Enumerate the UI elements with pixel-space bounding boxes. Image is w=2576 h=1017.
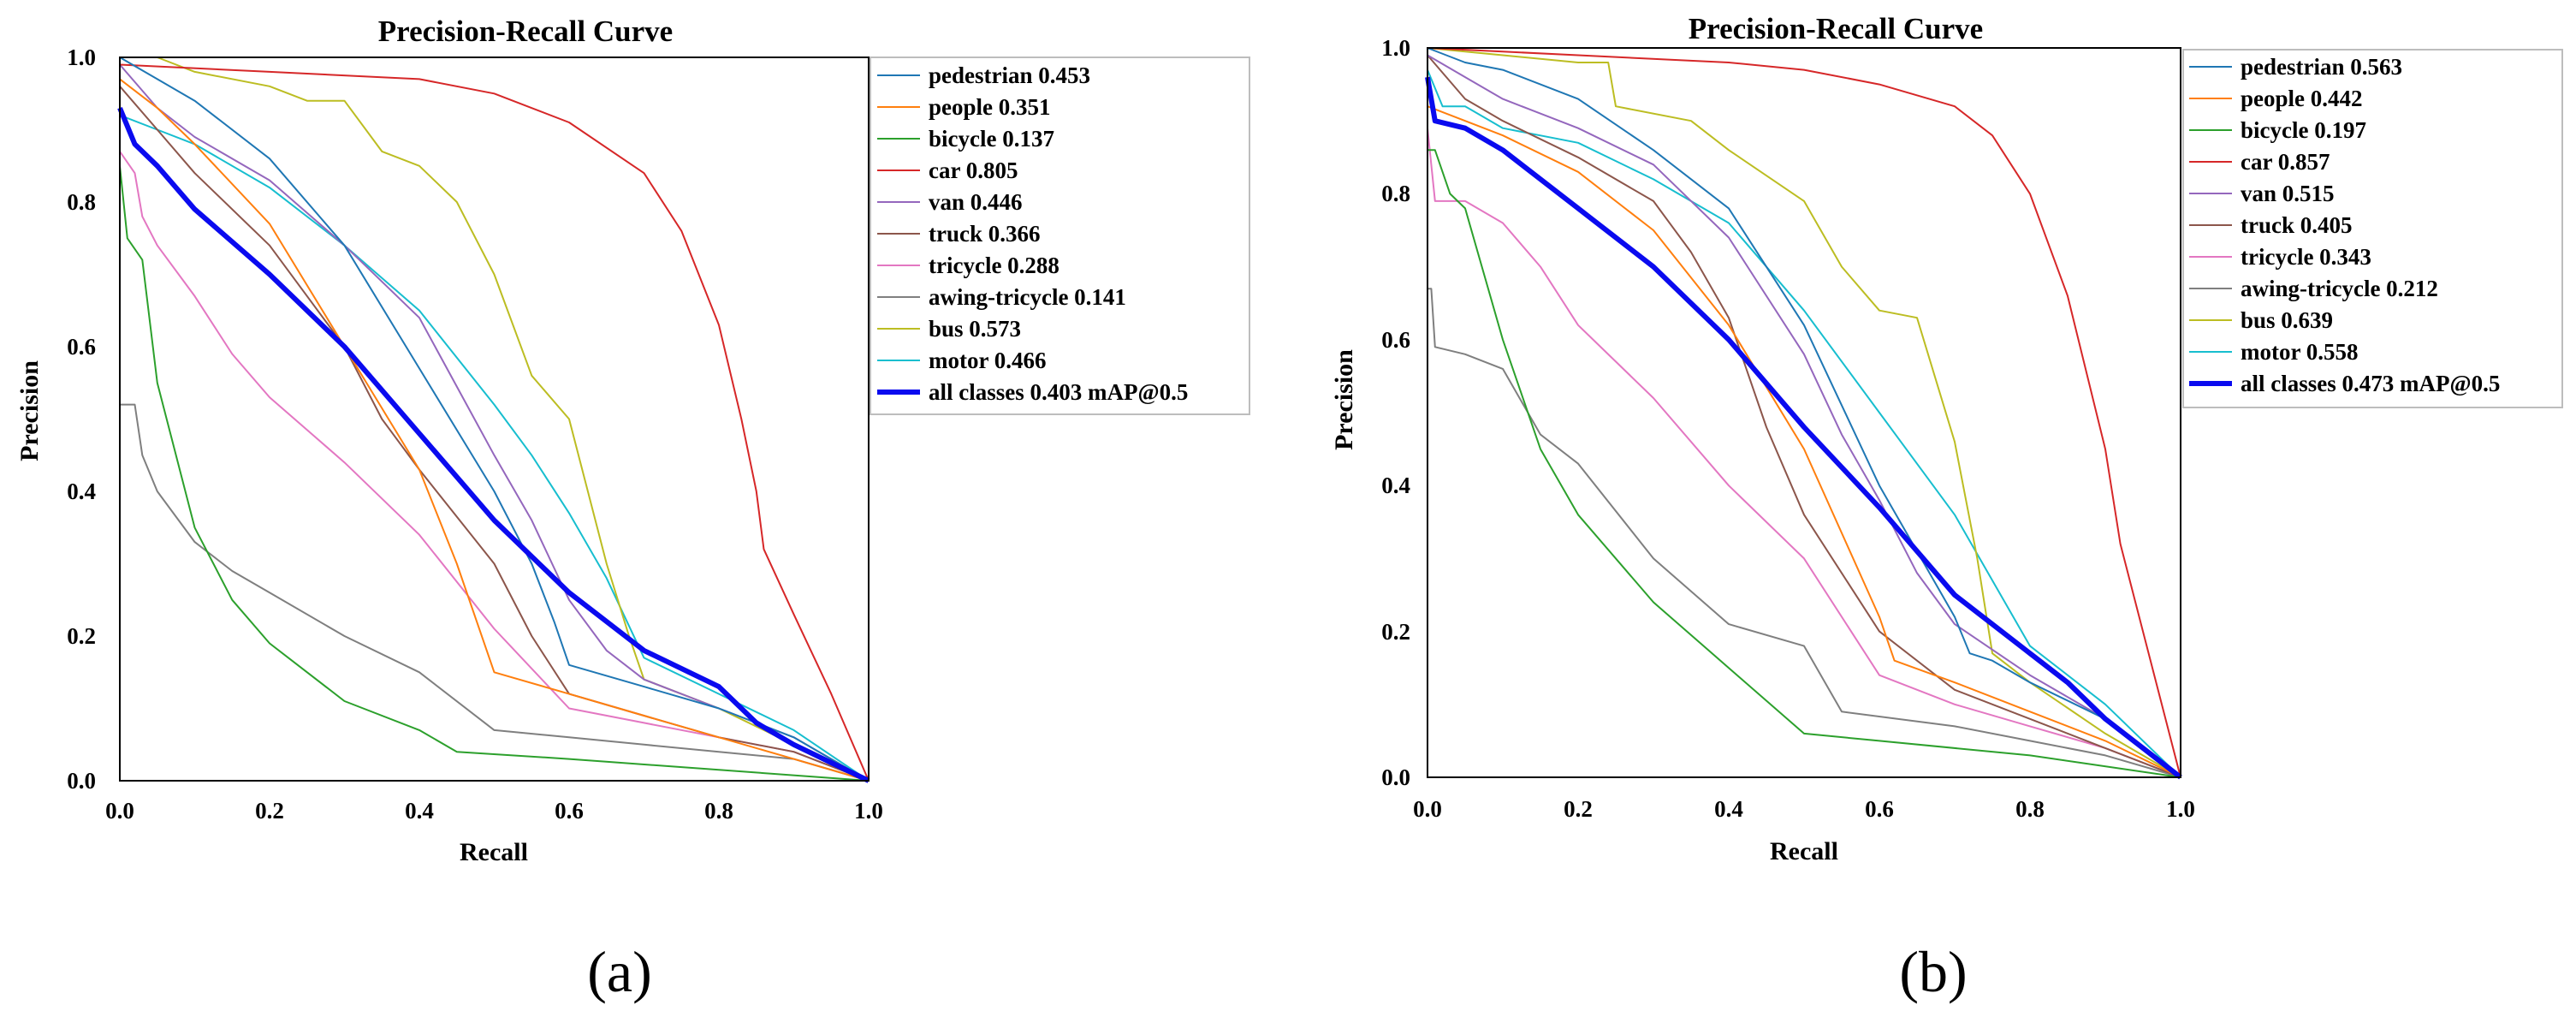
legend-label: tricycle 0.288	[929, 253, 1059, 278]
legend-label: bicycle 0.137	[929, 126, 1054, 152]
series-line-awing-tricycle	[1427, 288, 2181, 778]
x-tick-label: 0.6	[1865, 796, 1894, 822]
y-tick-label: 0.8	[1381, 181, 1410, 206]
legend-label: truck 0.366	[929, 221, 1041, 247]
y-tick-label: 1.0	[67, 45, 96, 70]
y-tick-label: 0.2	[67, 623, 96, 649]
series-line-bus	[1427, 47, 2181, 778]
y-tick-label: 0.6	[1381, 327, 1410, 353]
x-tick-label: 0.4	[405, 798, 434, 824]
series-line-people	[119, 78, 870, 782]
series-line-truck	[1427, 54, 2181, 778]
panel-b: Precision-Recall Curve 0.0 0.2 0.4 0.6 0…	[1330, 12, 2563, 1004]
x-axis-label: Recall	[1770, 837, 1838, 865]
x-tick-label: 0.6	[555, 798, 584, 824]
series-line-tricycle	[119, 151, 870, 782]
legend-label: motor 0.466	[929, 348, 1046, 373]
series-line-bicycle	[1427, 149, 2181, 778]
series-line-motor	[119, 114, 870, 782]
series-line-pedestrian	[119, 56, 870, 782]
x-tick-label: 1.0	[2166, 796, 2195, 822]
y-tick-label: 0.4	[1381, 473, 1410, 498]
legend-label: van 0.446	[929, 189, 1023, 215]
x-tick-label: 0.0	[1413, 796, 1442, 822]
legend-label: bicycle 0.197	[2241, 117, 2366, 143]
y-tick-label: 1.0	[1381, 35, 1410, 61]
y-axis-ticks: 0.0 0.2 0.4 0.6 0.8 1.0	[67, 45, 96, 794]
x-axis-label: Recall	[460, 838, 528, 866]
plot-frame	[119, 56, 870, 782]
legend-label: all classes 0.473 mAP@0.5	[2241, 371, 2500, 396]
panel-caption: (a)	[587, 939, 651, 1004]
panel-a: Precision-Recall Curve 0.0 0.2 0.4 0.6 0…	[15, 15, 1250, 1004]
x-tick-label: 0.8	[2015, 796, 2045, 822]
x-axis-ticks: 0.0 0.2 0.4 0.6 0.8 1.0	[1413, 796, 2195, 822]
y-axis-ticks: 0.0 0.2 0.4 0.6 0.8 1.0	[1381, 35, 1410, 790]
plot-area	[117, 56, 870, 783]
x-tick-label: 0.0	[105, 798, 134, 824]
series-line-tricycle	[1427, 128, 2181, 778]
legend-label: van 0.515	[2241, 181, 2335, 206]
series-line-car	[119, 63, 870, 782]
chart-title: Precision-Recall Curve	[378, 15, 673, 48]
series-line-all-classes	[1425, 76, 2182, 780]
series-line-car	[1427, 47, 2181, 778]
y-tick-label: 0.4	[67, 479, 96, 504]
legend-label: pedestrian 0.563	[2241, 54, 2402, 80]
series-line-van	[119, 63, 870, 782]
y-tick-label: 0.6	[67, 334, 96, 360]
series-line-van	[1427, 54, 2181, 778]
legend-label: car 0.805	[929, 158, 1018, 183]
plot-area	[1425, 47, 2182, 780]
x-tick-label: 0.4	[1714, 796, 1743, 822]
legend-label: truck 0.405	[2241, 212, 2353, 238]
x-axis-ticks: 0.0 0.2 0.4 0.6 0.8 1.0	[105, 798, 883, 824]
legend-label: bus 0.573	[929, 316, 1021, 342]
legend-label: pedestrian 0.453	[929, 62, 1090, 88]
series-layer	[1425, 47, 2182, 780]
y-axis-label: Precision	[15, 360, 44, 461]
legend-box	[870, 56, 1250, 415]
legend: pedestrian 0.563 people 0.442 bicycle 0.19…	[2182, 49, 2563, 408]
series-line-all-classes	[117, 106, 870, 783]
y-tick-label: 0.2	[1381, 619, 1410, 645]
legend-label: tricycle 0.343	[2241, 244, 2371, 270]
series-line-pedestrian	[1427, 47, 2181, 778]
x-tick-label: 0.8	[704, 798, 733, 824]
x-tick-label: 1.0	[854, 798, 883, 824]
legend-label: bus 0.639	[2241, 307, 2333, 333]
y-axis-label: Precision	[1330, 349, 1358, 450]
x-tick-label: 0.2	[1564, 796, 1593, 822]
legend-label: people 0.351	[929, 94, 1051, 120]
legend-label: people 0.442	[2241, 86, 2363, 111]
legend-box	[2182, 49, 2563, 408]
series-layer	[117, 56, 870, 783]
panel-caption: (b)	[1899, 939, 1967, 1004]
plot-frame	[1427, 47, 2181, 778]
y-tick-label: 0.0	[67, 768, 96, 794]
legend-label: motor 0.558	[2241, 339, 2358, 365]
legend: pedestrian 0.453 people 0.351 bicycle 0.13…	[870, 56, 1250, 415]
y-tick-label: 0.0	[1381, 764, 1410, 790]
legend-label: awing-tricycle 0.141	[929, 284, 1126, 310]
legend-label: awing-tricycle 0.212	[2241, 276, 2438, 301]
series-line-awing-tricycle	[120, 403, 870, 782]
legend-label: all classes 0.403 mAP@0.5	[929, 379, 1188, 405]
series-line-people	[1427, 105, 2181, 778]
series-line-bicycle	[119, 165, 870, 782]
x-tick-label: 0.2	[255, 798, 284, 824]
legend-label: car 0.857	[2241, 149, 2330, 175]
y-tick-label: 0.8	[67, 189, 96, 215]
chart-title: Precision-Recall Curve	[1689, 12, 1983, 45]
